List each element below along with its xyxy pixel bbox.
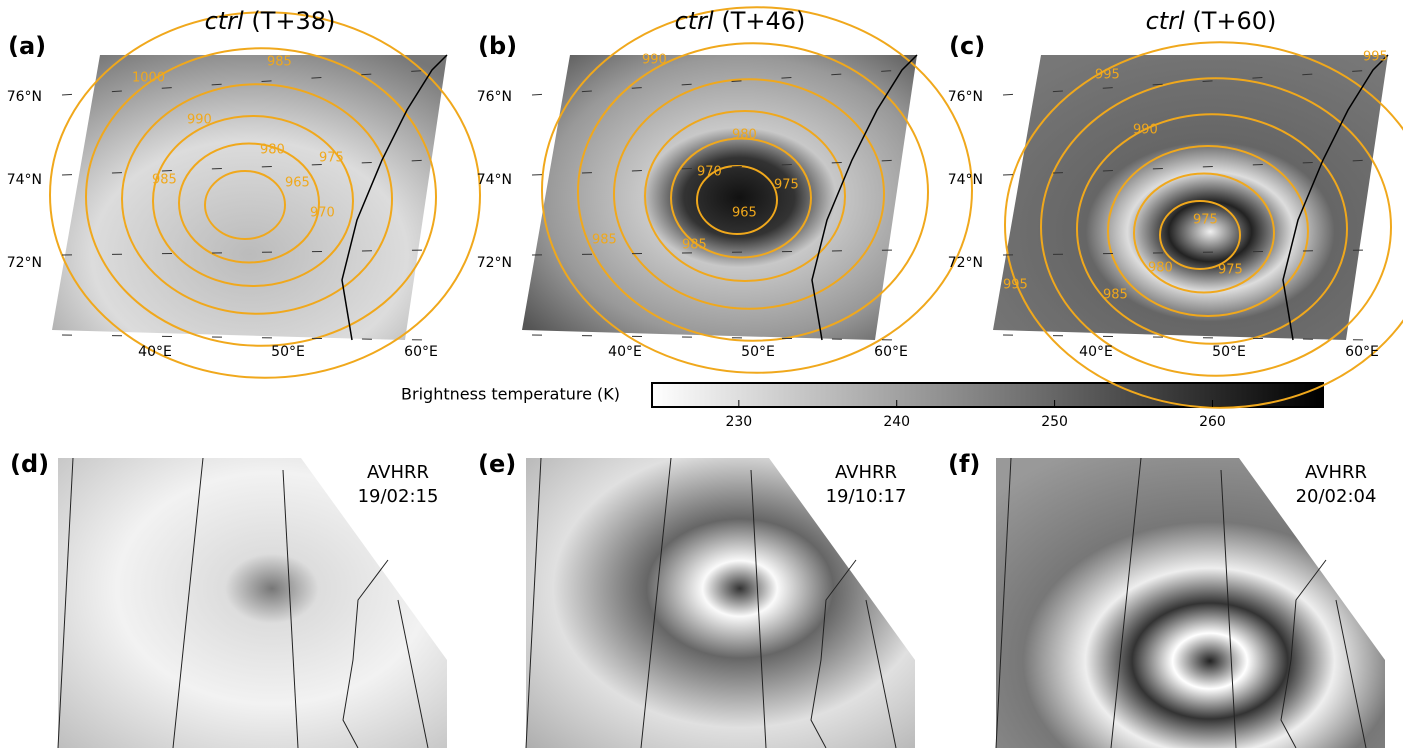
contour-label: 975 xyxy=(774,178,799,193)
colorbar-tick-label: 240 xyxy=(883,414,910,430)
lon-label: 40°E xyxy=(138,344,172,360)
lon-label: 50°E xyxy=(1212,344,1246,360)
contour-label: 995 xyxy=(1095,68,1120,83)
lat-label: 72°N xyxy=(7,255,42,271)
lead-time: (T+38) xyxy=(251,7,335,35)
contour-label: 990 xyxy=(642,53,667,68)
time-label: 19/10:17 xyxy=(826,486,907,507)
contour-label: 985 xyxy=(267,55,292,70)
lat-label: 72°N xyxy=(477,255,512,271)
contour-label: 965 xyxy=(285,176,310,191)
model-field xyxy=(993,55,1388,340)
colorbar-label: Brightness temperature (K) xyxy=(401,385,620,404)
contour-label: 990 xyxy=(1133,123,1158,138)
lon-label: 40°E xyxy=(1079,344,1113,360)
panel-title: ctrl (T+60) xyxy=(1146,7,1277,35)
model-field xyxy=(52,55,447,340)
panel-letter: (b) xyxy=(478,32,517,60)
panel-letter: (a) xyxy=(8,32,46,60)
time-label: 19/02:15 xyxy=(358,486,439,507)
lon-label: 50°E xyxy=(741,344,775,360)
contour-label: 980 xyxy=(732,128,757,143)
contour-label: 1000 xyxy=(132,71,165,86)
lat-label: 76°N xyxy=(948,89,983,105)
lon-label: 50°E xyxy=(271,344,305,360)
lat-label: 74°N xyxy=(948,172,983,188)
lat-label: 74°N xyxy=(477,172,512,188)
contour-label: 970 xyxy=(310,206,335,221)
lat-label: 76°N xyxy=(7,89,42,105)
contour-label: 975 xyxy=(1218,263,1243,278)
source-label: AVHRR xyxy=(1305,462,1367,483)
lon-label: 40°E xyxy=(608,344,642,360)
colorbar-tick-label: 250 xyxy=(1041,414,1068,430)
source-label: AVHRR xyxy=(835,462,897,483)
panel-title: ctrl (T+38) xyxy=(205,7,336,35)
contour-label: 970 xyxy=(697,165,722,180)
panel-letter: (f) xyxy=(948,450,980,478)
model-name: ctrl xyxy=(1146,7,1185,35)
panel-letter: (e) xyxy=(478,450,516,478)
lat-label: 72°N xyxy=(948,255,983,271)
contour-label: 995 xyxy=(1003,278,1028,293)
lead-time: (T+60) xyxy=(1192,7,1276,35)
figure: Brightness temperature (K) 1000 990 985 985… xyxy=(0,0,1403,748)
model-name: ctrl xyxy=(675,7,714,35)
colorbar-tick-label: 260 xyxy=(1199,414,1226,430)
contour-label: 975 xyxy=(1193,213,1218,228)
source-label: AVHRR xyxy=(367,462,429,483)
contour-label: 985 xyxy=(1103,288,1128,303)
colorbar-tick-label: 230 xyxy=(725,414,752,430)
contour-label: 990 xyxy=(187,113,212,128)
model-field xyxy=(522,55,917,340)
panel-letter: (d) xyxy=(10,450,49,478)
contour-label: 985 xyxy=(152,173,177,188)
contour-label: 995 xyxy=(1363,50,1388,65)
contour-label: 980 xyxy=(1148,261,1173,276)
lead-time: (T+46) xyxy=(721,7,805,35)
contour-label: 965 xyxy=(732,206,757,221)
lat-label: 74°N xyxy=(7,172,42,188)
time-label: 20/02:04 xyxy=(1296,486,1377,507)
lat-label: 76°N xyxy=(477,89,512,105)
colorbar xyxy=(652,383,1323,407)
contour-label: 985 xyxy=(682,238,707,253)
panel-letter: (c) xyxy=(949,32,985,60)
contour-label: 975 xyxy=(319,151,344,166)
lon-label: 60°E xyxy=(1345,344,1379,360)
contour-label: 985 xyxy=(592,233,617,248)
model-name: ctrl xyxy=(205,7,244,35)
lon-label: 60°E xyxy=(404,344,438,360)
lon-label: 60°E xyxy=(874,344,908,360)
contour-label: 980 xyxy=(260,143,285,158)
panel-title: ctrl (T+46) xyxy=(675,7,806,35)
